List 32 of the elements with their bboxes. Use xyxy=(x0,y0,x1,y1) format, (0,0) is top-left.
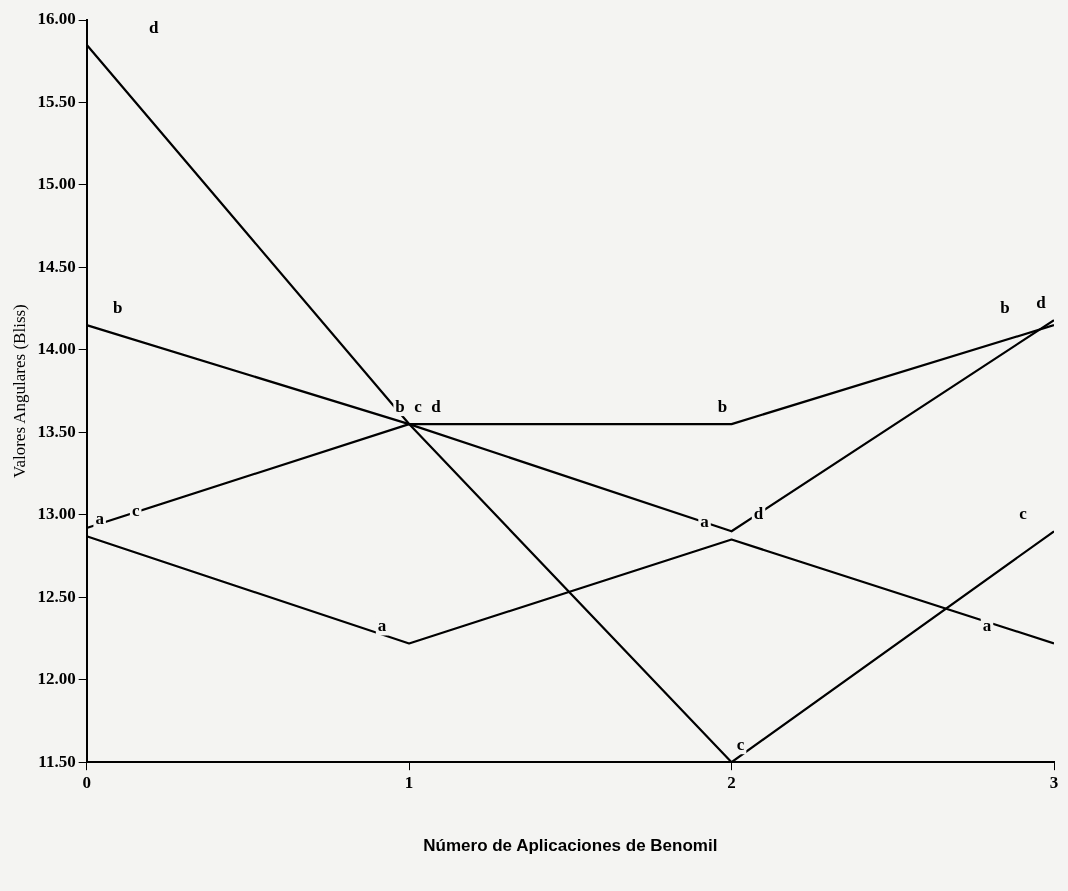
text: b xyxy=(717,396,728,416)
text: c xyxy=(736,735,745,755)
y-tick-label: 14.50 xyxy=(37,256,76,276)
x-tick-label: 1 xyxy=(404,772,414,792)
text: a xyxy=(95,509,104,529)
text: c xyxy=(1019,504,1027,524)
text: d xyxy=(431,396,441,416)
text: d xyxy=(1036,293,1046,313)
series-label: a xyxy=(377,616,387,636)
y-tick-label: 15.50 xyxy=(37,91,76,111)
text: b xyxy=(1000,298,1010,318)
y-tick-label: 15.00 xyxy=(37,174,76,194)
y-tick-label: 11.50 xyxy=(38,751,76,771)
x-tick-label: 2 xyxy=(727,772,736,792)
y-tick-label: 13.00 xyxy=(37,504,76,524)
series-label: c xyxy=(131,500,140,520)
y-tick-label: 13.50 xyxy=(37,421,76,441)
x-tick-label: 3 xyxy=(1049,772,1059,792)
y-tick-label: 14.00 xyxy=(37,339,76,359)
y-tick-label: 12.50 xyxy=(37,586,76,606)
y-tick-label: 16.00 xyxy=(37,9,76,29)
series-label: d xyxy=(753,504,764,524)
y-axis-title: Valores Angulares (Bliss) xyxy=(9,304,29,478)
text: c xyxy=(414,396,422,416)
text: b xyxy=(112,298,123,318)
x-axis-title: Número de Aplicaciones de Benomil xyxy=(423,836,718,856)
y-tick-label: 12.00 xyxy=(37,669,76,689)
text: a xyxy=(700,512,709,532)
text: d xyxy=(148,17,159,37)
text: a xyxy=(982,616,992,636)
series-label: b xyxy=(395,396,405,416)
x-tick-label: 0 xyxy=(82,772,91,792)
